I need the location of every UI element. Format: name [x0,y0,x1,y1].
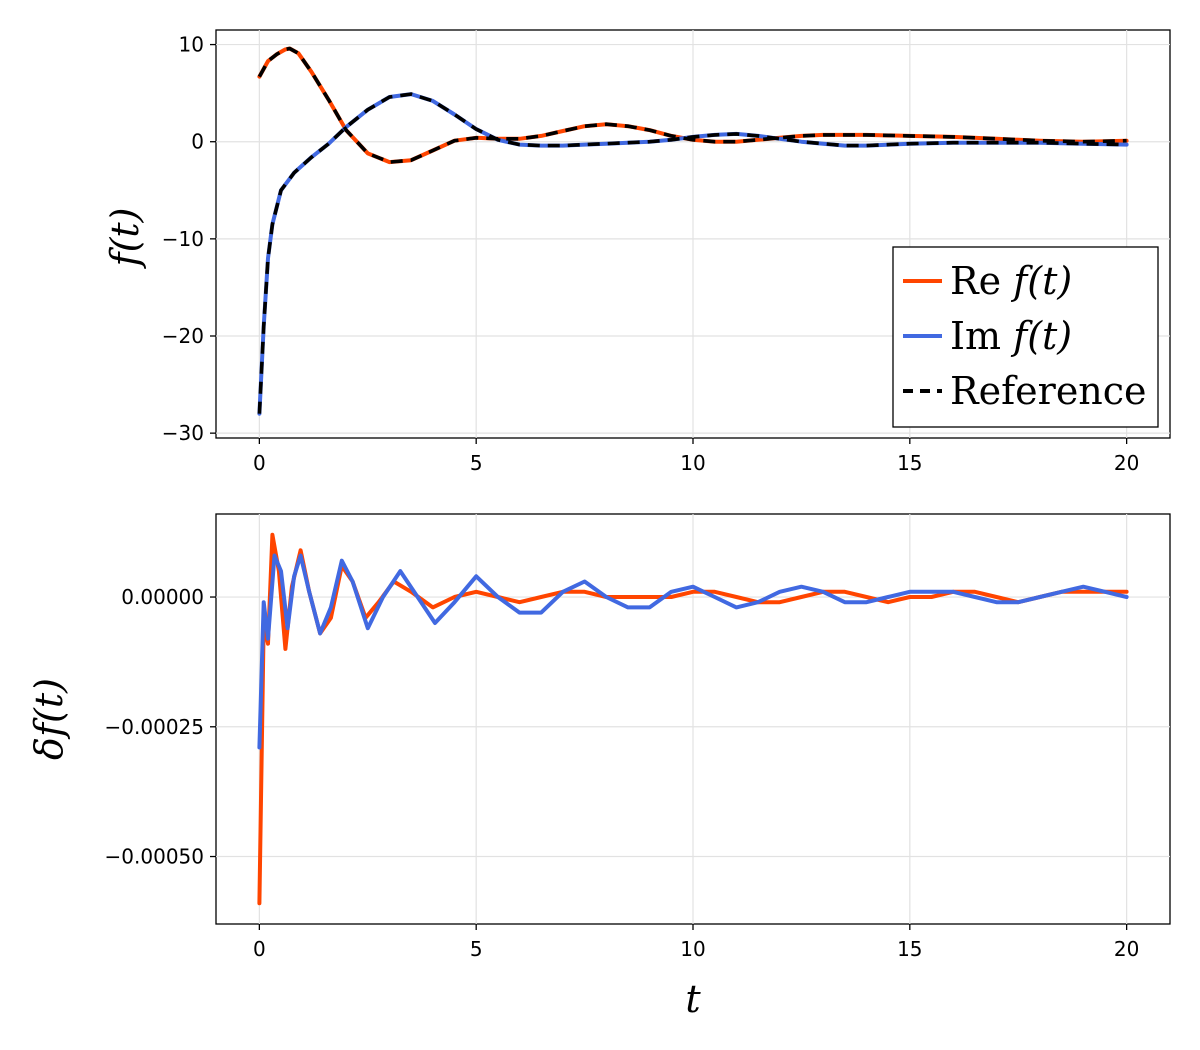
ylabel-bottom: δf(t) [27,678,71,760]
x-tick-label: 15 [897,937,922,961]
reference-line-re [257,46,1127,164]
y-tick-label: −0.00050 [105,845,204,869]
x-tick-label: 0 [253,451,266,475]
panel-top: 0 5 10 15 20 10 0 −10 −20 −30 f(t) Re f(t) Im f(t)… [103,29,1171,475]
y-tick-label: 0.00000 [121,585,204,609]
x-tick-label: 10 [680,451,705,475]
x-tick-label: 15 [897,451,922,475]
x-tick-label: 5 [470,937,483,961]
xlabel-bottom: t [685,977,701,1021]
series-line-im [257,92,1129,416]
x-tick-label: 10 [680,937,705,961]
y-tick-label: 10 [179,33,204,57]
x-tick-label: 0 [253,937,266,961]
y-tick-label: −30 [162,421,204,445]
y-tick-label: −20 [162,324,204,348]
y-tick-label: 0 [191,130,204,154]
x-tick-label: 5 [470,451,483,475]
y-tick-label: −0.00025 [105,715,204,739]
ylabel-top: f(t) [103,208,147,270]
x-tick-label: 20 [1114,451,1139,475]
legend-label: Reference [950,369,1147,413]
y-tick-label: −10 [162,227,204,251]
x-tick-label: 20 [1114,937,1139,961]
legend-label: Re f(t) [950,259,1072,303]
legend-label: Im f(t) [950,314,1072,358]
panel-bottom: 0 5 10 15 20 0.00000 −0.00025 −0.00050 δf(t) t [27,513,1171,1021]
legend: Re f(t) Im f(t) Reference [892,246,1159,428]
series-line-im-delta [257,553,1129,750]
